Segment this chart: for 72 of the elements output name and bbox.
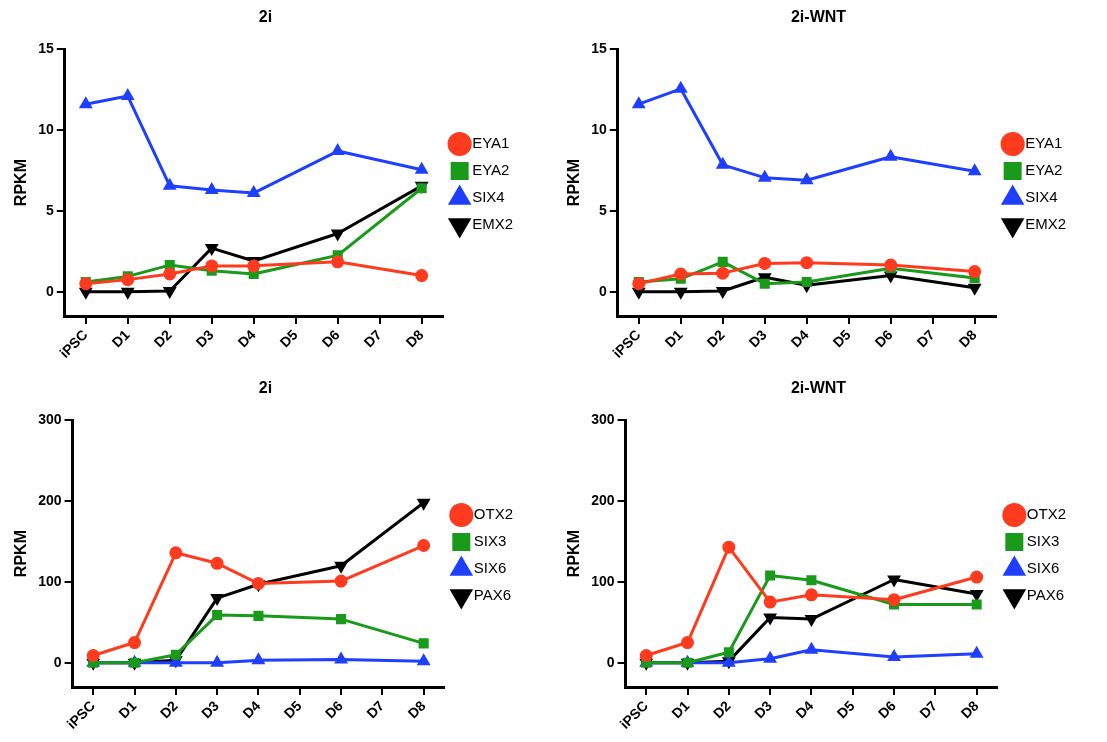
x-tick-label: D6: [318, 326, 343, 351]
x-tick-label: D1: [115, 697, 140, 722]
y-tick-label: 200: [591, 491, 615, 508]
x-tick-label: D4: [792, 697, 817, 722]
x-tick-label: D5: [276, 326, 301, 351]
x-tick-label: D3: [192, 326, 217, 351]
legend-label: SIX6: [473, 559, 507, 577]
legend-label: SIX3: [1026, 532, 1060, 550]
y-tick-label: 0: [53, 653, 62, 670]
y-tick-label: 0: [45, 282, 54, 299]
x-tick-label: D8: [955, 326, 980, 351]
x-tick-label: D3: [198, 697, 223, 722]
x-tick-label: D2: [709, 697, 734, 722]
legend-label: PAX6: [473, 586, 512, 604]
x-tick-label: D7: [913, 326, 938, 351]
y-axis-title: RPKM: [12, 530, 30, 578]
y-tick-label: 0: [598, 282, 607, 299]
x-tick-label: D2: [150, 326, 175, 351]
y-tick-label: 300: [591, 411, 615, 428]
x-tick-label: D8: [402, 326, 427, 351]
x-tick-label: D1: [668, 697, 693, 722]
legend-label: EYA1: [1025, 134, 1063, 152]
legend-label: SIX4: [1025, 188, 1058, 206]
legend-label: EMX2: [472, 215, 514, 233]
legend-label: PAX6: [1026, 586, 1065, 604]
x-tick-label: D3: [745, 326, 770, 351]
legend-label: EYA2: [1025, 161, 1063, 179]
x-tick-label: D2: [156, 697, 181, 722]
chart-title: 2i-WNT: [790, 379, 847, 397]
x-tick-label: D1: [661, 326, 686, 351]
x-tick-label: D5: [829, 326, 854, 351]
x-tick-label: D4: [239, 697, 264, 722]
y-tick-label: 0: [606, 653, 615, 670]
x-tick-label: D2: [703, 326, 728, 351]
x-tick-label: D7: [360, 326, 385, 351]
x-tick-label: D7: [363, 697, 388, 722]
legend-label: OTX2: [1026, 505, 1067, 523]
x-tick-label: D5: [280, 697, 305, 722]
legend-label: SIX6: [1026, 559, 1060, 577]
y-tick-label: 10: [38, 120, 54, 137]
legend-label: EMX2: [1025, 215, 1067, 233]
chart-title: 2i-WNT: [790, 8, 847, 26]
x-tick-label: D1: [108, 326, 133, 351]
y-tick-label: 5: [598, 201, 607, 218]
legend-label: OTX2: [473, 505, 514, 523]
legend-label: SIX3: [473, 532, 507, 550]
x-tick-label: D7: [916, 697, 941, 722]
chart-title: 2i: [258, 8, 273, 26]
y-tick-label: 5: [45, 201, 54, 218]
x-tick-label: D8: [957, 697, 982, 722]
x-tick-label: D6: [871, 326, 896, 351]
y-tick-label: 15: [38, 40, 54, 57]
y-tick-label: 15: [591, 40, 607, 57]
x-tick-label: D6: [321, 697, 347, 722]
x-tick-label: D4: [234, 326, 259, 351]
y-tick-label: 10: [591, 120, 607, 137]
y-tick-label: 100: [591, 572, 615, 589]
x-tick-label: D6: [874, 697, 900, 722]
y-axis-title: RPKM: [565, 530, 583, 578]
y-axis-title: RPKM: [12, 159, 30, 207]
legend-label: SIX4: [472, 188, 505, 206]
legend-label: EYA2: [472, 161, 510, 179]
y-axis-title: RPKM: [565, 159, 583, 207]
chart-title: 2i: [258, 379, 273, 397]
x-tick-label: D8: [404, 697, 429, 722]
x-tick-label: D3: [751, 697, 776, 722]
x-tick-label: D4: [787, 326, 812, 351]
legend-label: EYA1: [472, 134, 510, 152]
y-tick-label: 100: [38, 572, 62, 589]
x-tick-label: D5: [833, 697, 858, 722]
y-tick-label: 300: [38, 411, 62, 428]
y-tick-label: 200: [38, 491, 62, 508]
